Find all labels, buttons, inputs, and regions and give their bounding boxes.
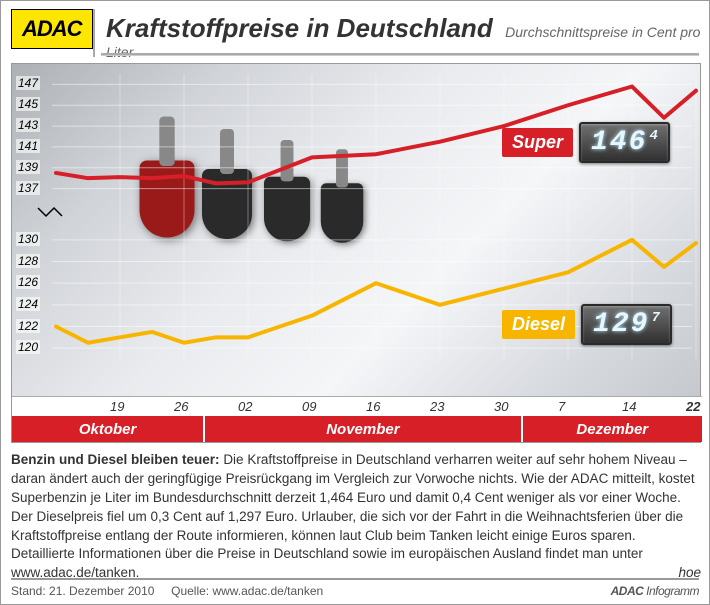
y-tick: 128 xyxy=(16,254,40,268)
diesel-lcd-sup: 7 xyxy=(651,310,659,326)
y-tick: 126 xyxy=(16,275,40,289)
x-date: 23 xyxy=(430,399,444,414)
y-tick: 141 xyxy=(16,139,40,153)
y-tick: 137 xyxy=(16,181,40,195)
x-date: 7 xyxy=(558,399,565,414)
diesel-price-badge: Diesel 129 7 xyxy=(502,304,672,345)
diesel-label: Diesel xyxy=(502,310,575,339)
y-tick: 145 xyxy=(16,97,40,111)
body-paragraph: Die Kraftstoffpreise in Deutschland verh… xyxy=(11,452,695,580)
chart-area: 137139141143145147 120122124126128130 Su… xyxy=(11,63,701,443)
diesel-lcd-main: 129 xyxy=(593,309,649,340)
month-cell: November xyxy=(205,416,522,442)
x-date: 30 xyxy=(494,399,508,414)
x-date: 02 xyxy=(238,399,252,414)
y-tick: 143 xyxy=(16,118,40,132)
header-rule xyxy=(101,53,699,56)
y-tick: 130 xyxy=(16,232,40,246)
footer-left: Stand: 21. Dezember 2010 Quelle: www.ada… xyxy=(11,584,323,598)
header: ADAC Kraftstoffpreise in Deutschland Dur… xyxy=(1,1,709,61)
x-axis-dates: 19 26 02 09 16 23 30 7 14 22 xyxy=(12,396,702,416)
x-date: 14 xyxy=(622,399,636,414)
x-date: 09 xyxy=(302,399,316,414)
infographic-container: ADAC Kraftstoffpreise in Deutschland Dur… xyxy=(0,0,710,605)
body-text: Benzin und Diesel bleiben teuer: Die Kra… xyxy=(11,451,701,583)
x-date: 26 xyxy=(174,399,188,414)
super-label: Super xyxy=(502,128,573,157)
month-cell: Dezember xyxy=(523,416,702,442)
footer: Stand: 21. Dezember 2010 Quelle: www.ada… xyxy=(11,578,699,598)
month-cell: Oktober xyxy=(12,416,205,442)
super-lcd-main: 146 xyxy=(591,127,647,158)
y-tick: 139 xyxy=(16,160,40,174)
header-vertical-rule xyxy=(93,9,95,57)
footer-brand-light: Infogramm xyxy=(646,584,699,598)
chart-svg xyxy=(12,64,702,419)
y-tick: 147 xyxy=(16,76,40,90)
month-row: OktoberNovemberDezember xyxy=(12,416,702,442)
x-date: 16 xyxy=(366,399,380,414)
x-date: 22 xyxy=(686,399,700,414)
footer-quelle: Quelle: www.adac.de/tanken xyxy=(171,584,323,598)
y-tick: 124 xyxy=(16,297,40,311)
footer-stand: Stand: 21. Dezember 2010 xyxy=(11,584,154,598)
adac-logo: ADAC xyxy=(11,9,93,49)
x-date: 19 xyxy=(110,399,124,414)
body-lead: Benzin und Diesel bleiben teuer: xyxy=(11,452,220,467)
main-title: Kraftstoffpreise in Deutschland xyxy=(106,13,493,43)
diesel-lcd: 129 7 xyxy=(581,304,672,345)
super-price-badge: Super 146 4 xyxy=(502,122,670,163)
y-tick: 120 xyxy=(16,340,40,354)
super-lcd-sup: 4 xyxy=(649,128,657,144)
footer-brand-bold: ADAC xyxy=(611,584,644,598)
super-lcd: 146 4 xyxy=(579,122,670,163)
footer-brand: ADAC Infogramm xyxy=(611,584,699,598)
y-tick: 122 xyxy=(16,319,40,333)
